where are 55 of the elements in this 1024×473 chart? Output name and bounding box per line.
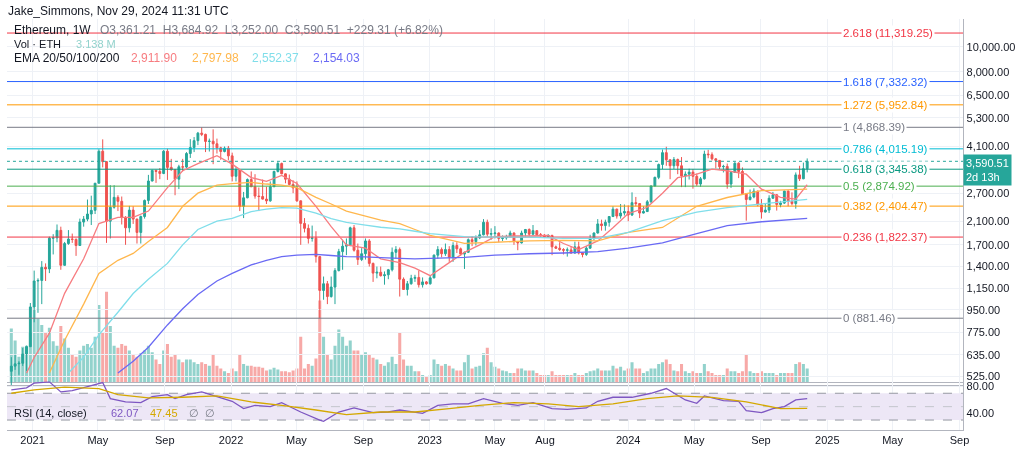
x-tick-label: May — [87, 434, 109, 447]
y-tick-label: 5,300.00 — [966, 111, 1010, 124]
ref-line-label: 0.236 (1,822.37) — [843, 231, 928, 243]
x-tick-label: May — [484, 434, 506, 447]
y-tick-label: 2,700.00 — [966, 187, 1010, 200]
y-tick-label: 950.00 — [966, 303, 1001, 316]
legend-title: RSI (14, close) — [14, 407, 87, 419]
annotation: ∅ ∅ — [189, 407, 216, 419]
x-tick-label: May — [683, 434, 705, 447]
chart-title: Ethereum, 1W — [14, 23, 92, 37]
y-tick-label: 10,000.00 — [966, 40, 1016, 53]
x-tick-label: 2022 — [218, 434, 244, 447]
y-tick-label: 1,700.00 — [966, 238, 1010, 251]
x-tick-label: 2024 — [615, 434, 641, 447]
x-tick-label: Sep — [154, 434, 175, 447]
y-tick-label: 40.00 — [966, 407, 995, 420]
text: 3.138 M — [76, 38, 116, 50]
ref-line-label: 1.272 (5,952.84) — [843, 99, 928, 111]
text: 2,552.37 — [252, 51, 300, 65]
y-tick-label: 635.00 — [966, 348, 1001, 361]
ref-line-label: 3,590.51 2d 13h — [966, 157, 1009, 184]
y-tick-label: 80.00 — [966, 380, 995, 393]
series-label: 62.07 — [111, 407, 139, 419]
y-tick-label: 6,500.00 — [966, 88, 1010, 101]
x-tick-label: 2025 — [815, 434, 840, 447]
x-tick-label: Sep — [949, 434, 970, 447]
y-tick-label: 525.00 — [966, 369, 1001, 382]
ref-line-label: 0.618 (3,345.38) — [843, 163, 928, 175]
text: Jake_Simmons, Nov 29, 2024 11:31 UTC — [8, 4, 229, 18]
ref-line-label: 1 (4,868.39) — [843, 121, 906, 133]
legend-title: Vol · ETH — [14, 38, 62, 50]
x-tick-label: May — [882, 434, 904, 447]
ref-line-label: 0 (881.46) — [843, 312, 896, 324]
text: 2,797.98 — [192, 51, 240, 65]
x-tick-label: Aug — [535, 434, 555, 447]
y-tick-label: 4,100.00 — [966, 140, 1010, 153]
text: 2,911.90 — [131, 51, 178, 65]
text: 2,154.03 — [313, 51, 361, 65]
y-tick-label: 1,400.00 — [966, 260, 1010, 273]
y-tick-label: 8,000.00 — [966, 65, 1010, 78]
ref-line-label: 0.5 (2,874.92) — [843, 180, 915, 192]
series-label: 47.45 — [150, 407, 178, 419]
y-tick-label: 2,100.00 — [966, 215, 1010, 228]
ref-line-label: 0.382 (2,404.47) — [843, 200, 928, 212]
ref-line-label: 2.618 (11,319.25) — [843, 27, 934, 39]
x-tick-label: May — [285, 434, 308, 447]
ref-line-label: 0.786 (4,015.19) — [843, 143, 928, 155]
x-tick-label: 2021 — [20, 434, 45, 447]
y-tick-label: 1,150.00 — [966, 282, 1010, 295]
x-tick-label: Sep — [751, 434, 771, 447]
legend-title: EMA 20/50/100/200 — [14, 51, 120, 65]
ref-line-label: 1.618 (7,332.32) — [843, 76, 928, 88]
x-tick-label: Sep — [353, 434, 374, 447]
y-tick-label: 775.00 — [966, 326, 1001, 339]
x-tick-label: 2023 — [417, 434, 442, 447]
